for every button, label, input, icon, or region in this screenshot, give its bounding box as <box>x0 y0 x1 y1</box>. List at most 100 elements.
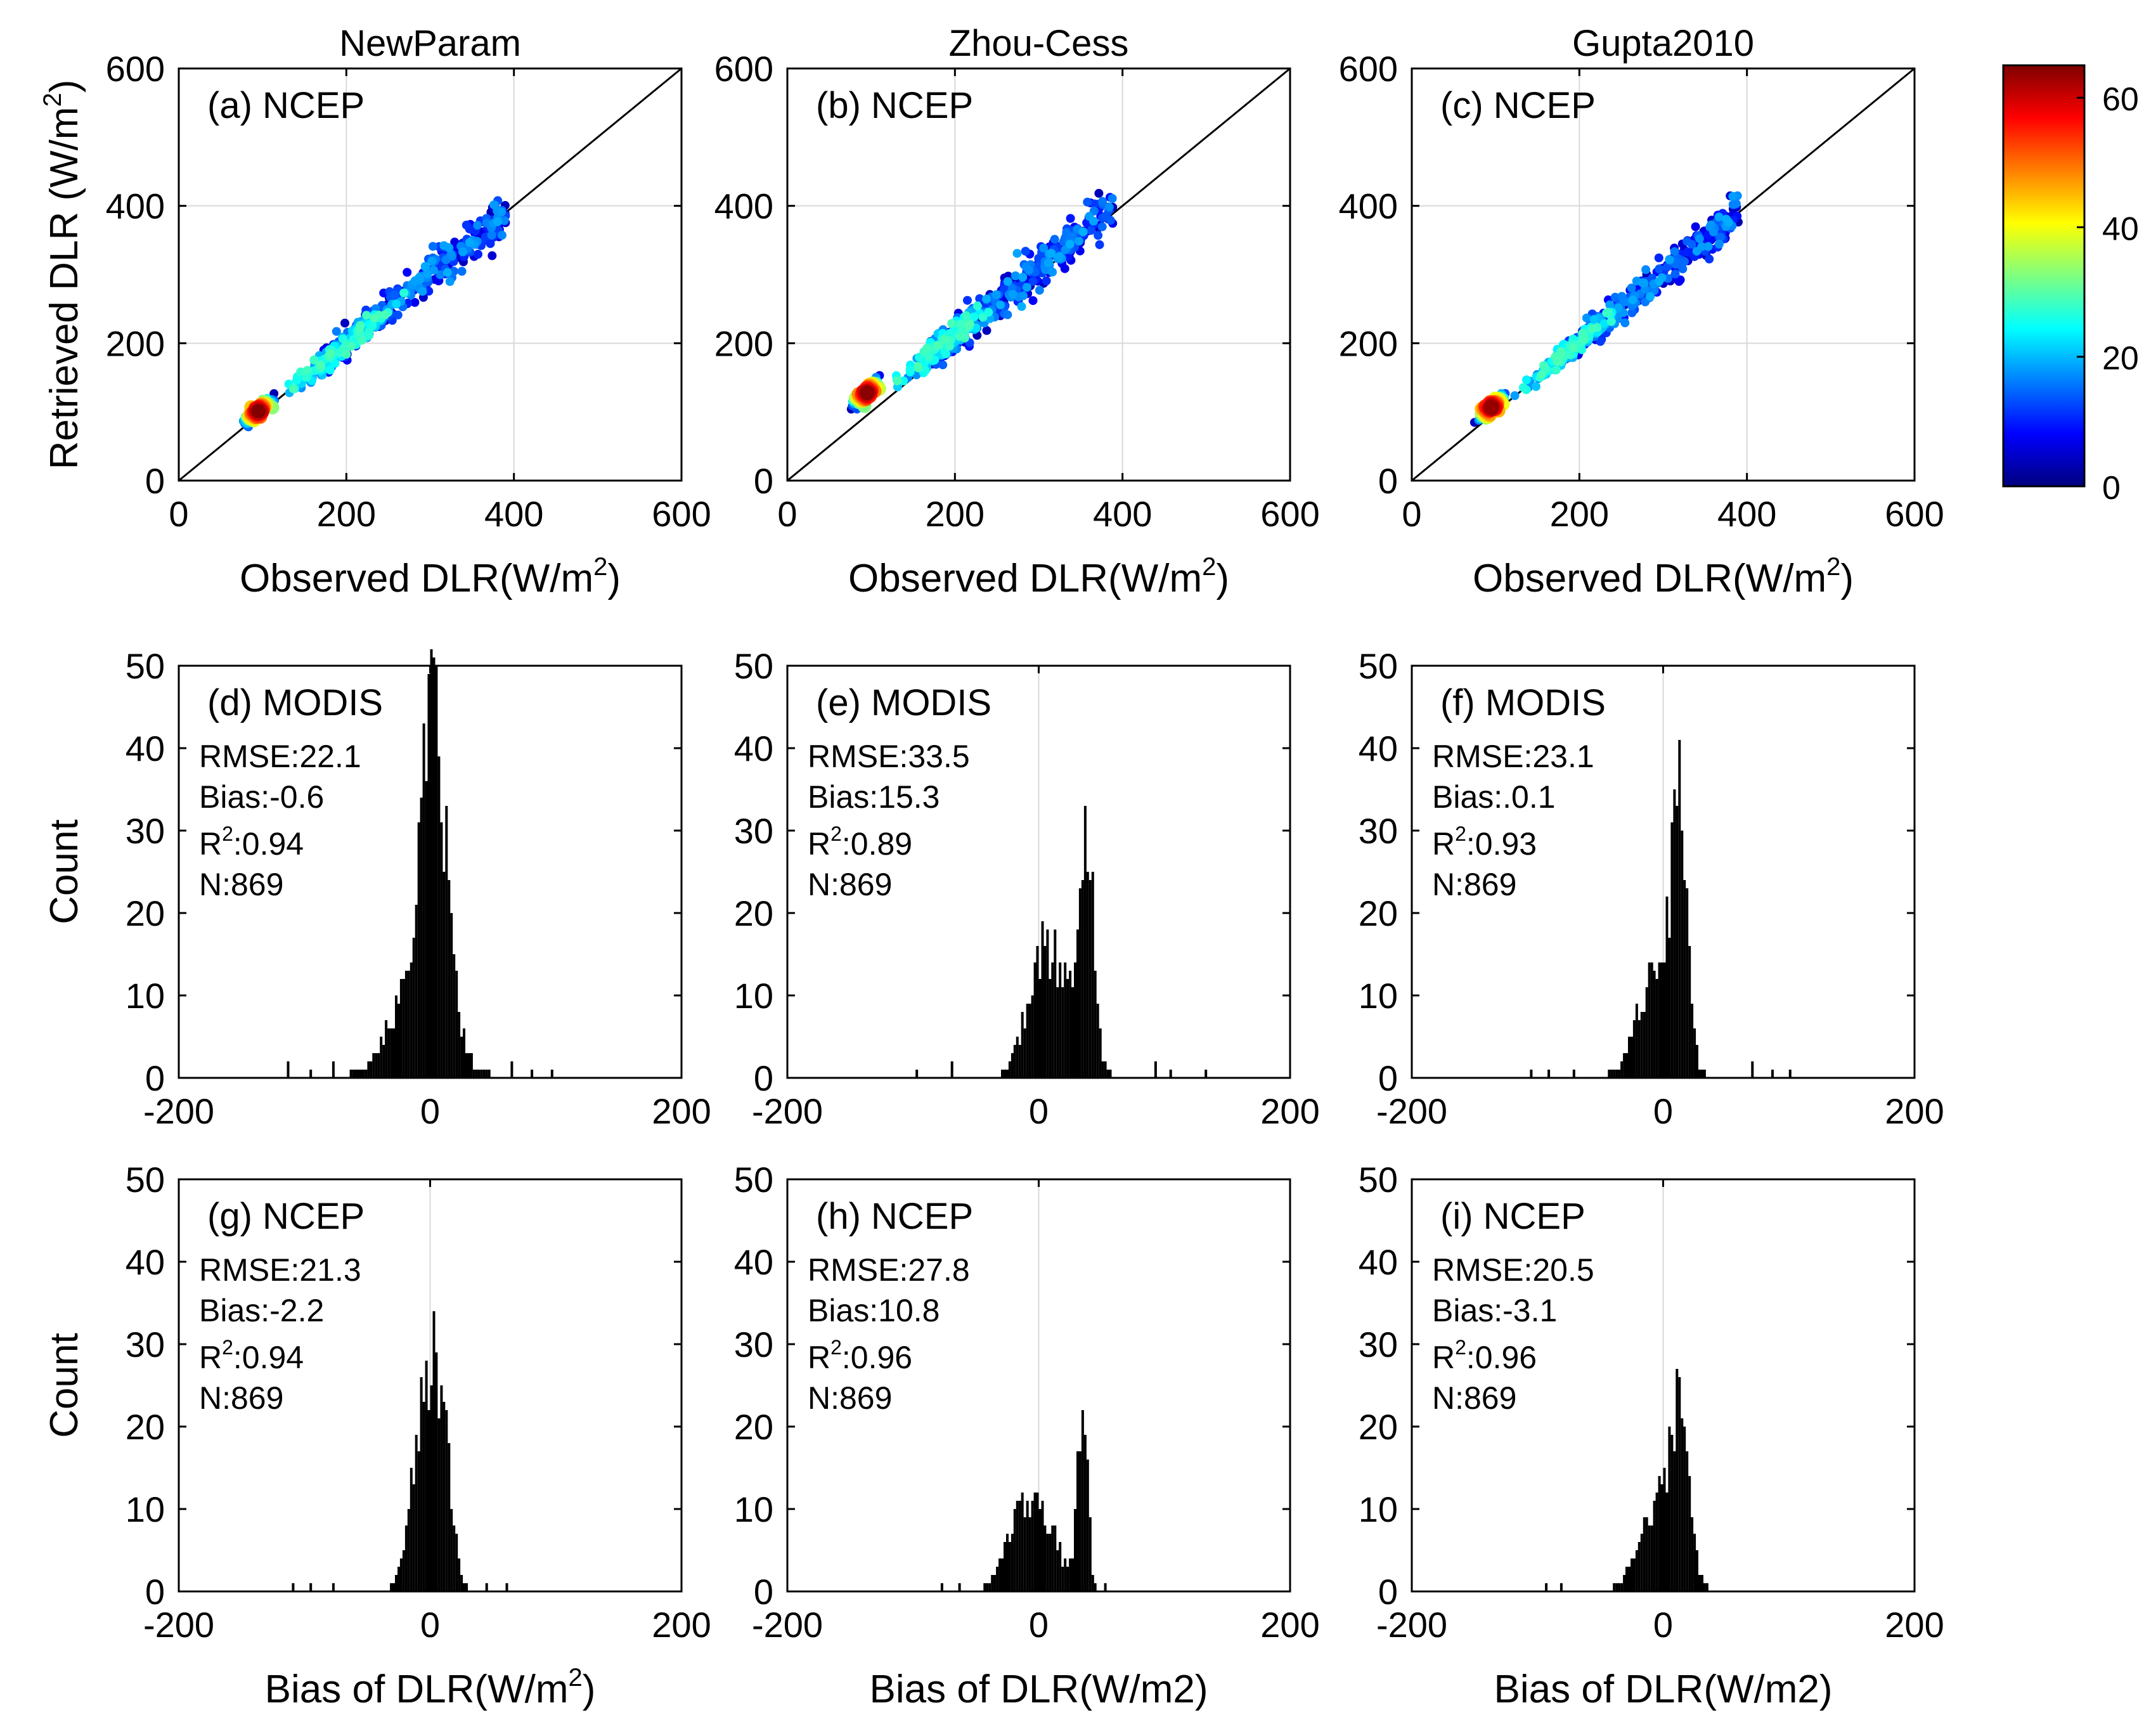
colorbar-tick-label: 60 <box>2102 81 2139 118</box>
scatter-point <box>1055 252 1064 261</box>
histogram-bar <box>1006 1534 1009 1591</box>
histogram-bar <box>450 913 453 1078</box>
histogram-bar <box>425 781 428 1078</box>
scatter-point <box>1582 313 1591 323</box>
histogram-bar <box>531 1070 534 1078</box>
x-tick-label: 0 <box>169 494 188 534</box>
scatter-point <box>1028 276 1038 286</box>
histogram-bar <box>415 1435 418 1591</box>
histogram-bar <box>1081 880 1084 1078</box>
scatter-point <box>1568 343 1578 353</box>
scatter-point <box>1022 283 1031 292</box>
scatter-point <box>1641 265 1651 275</box>
histogram-bar <box>550 1070 553 1078</box>
histogram-bar <box>1660 1484 1663 1591</box>
histogram-bar <box>1054 1525 1057 1591</box>
scatter-point <box>1678 264 1688 274</box>
histogram-bar <box>445 1410 448 1591</box>
y-tick-label: 50 <box>126 1160 165 1200</box>
histogram-bar <box>1066 979 1069 1078</box>
histogram-bar <box>437 756 441 1078</box>
scatter-point <box>914 361 923 371</box>
scatter-point <box>428 242 437 251</box>
scatter-point <box>1083 197 1092 207</box>
scatter-point <box>1090 199 1099 209</box>
y-tick-label: 40 <box>734 729 773 768</box>
histogram-bar <box>1643 1012 1646 1078</box>
x-axis-label: Observed DLR(W/m2) <box>1473 553 1854 600</box>
scatter-point <box>1605 300 1615 309</box>
histogram-bar <box>1033 1493 1036 1591</box>
y-tick-label: 400 <box>714 186 773 226</box>
scatter-point <box>1003 310 1012 320</box>
histogram-bar <box>1074 962 1076 1078</box>
y-axis-label: Count <box>42 819 86 924</box>
scatter-point <box>1687 240 1696 249</box>
panel-label: (d) MODIS <box>207 682 383 723</box>
histogram-bar <box>460 1575 463 1591</box>
histogram-bar <box>1655 979 1658 1078</box>
histogram-bar <box>485 1070 488 1078</box>
histogram-bar <box>1004 1542 1006 1591</box>
histogram-bar <box>1653 971 1656 1078</box>
histogram-bar <box>1013 1509 1016 1591</box>
histogram-bar <box>440 1385 443 1591</box>
histogram-bar <box>1688 1476 1691 1591</box>
scatter-point <box>1620 318 1630 328</box>
histogram-bar <box>370 1061 373 1078</box>
histogram-bar <box>432 1311 436 1591</box>
histogram-bar <box>455 971 458 1078</box>
histogram-bar <box>1088 880 1092 1078</box>
histogram-bar <box>1703 1070 1706 1078</box>
histogram-bar <box>1031 995 1034 1078</box>
scatter-point <box>302 366 312 375</box>
histogram-bar <box>1078 888 1082 1078</box>
histogram-bar <box>1059 1542 1062 1591</box>
scatter-point <box>462 221 471 230</box>
scatter-point <box>1048 268 1057 277</box>
scatter-point <box>1670 247 1679 256</box>
histogram-bar <box>1061 1567 1064 1591</box>
histogram-bar <box>1064 1558 1067 1591</box>
stat-text: Bias:.0.1 <box>1432 779 1556 815</box>
histogram-bar <box>435 666 438 1078</box>
colorbar-strip <box>2003 65 2084 486</box>
y-tick-label: 200 <box>1339 323 1398 363</box>
scatter-point <box>1108 194 1117 203</box>
histogram-bar <box>397 1004 400 1078</box>
histogram-bar <box>1094 1583 1097 1591</box>
histogram-bar <box>1530 1070 1533 1078</box>
histogram-bar <box>448 1443 451 1591</box>
scatter-point <box>1097 222 1107 231</box>
histogram-bar <box>470 1053 473 1078</box>
scatter-point <box>355 323 365 333</box>
scatter-point <box>465 238 474 247</box>
scatter-point <box>938 360 948 370</box>
scatter-point <box>296 367 306 377</box>
histogram-bar <box>998 1558 1002 1591</box>
y-tick-label: 0 <box>754 1572 773 1612</box>
scatter-point <box>486 239 495 249</box>
scatter-point <box>326 349 335 358</box>
stat-text: RMSE:21.3 <box>199 1252 361 1288</box>
histogram-bar <box>1673 789 1676 1078</box>
scatter-point <box>1602 308 1611 318</box>
histogram-bar <box>367 1061 370 1078</box>
stat-n: N:869 <box>808 867 892 902</box>
y-tick-label: 200 <box>106 323 165 363</box>
histogram-bar <box>349 1070 352 1078</box>
histogram-bar <box>397 1567 400 1591</box>
scatter-point <box>1646 292 1655 301</box>
histogram-bar <box>1683 1427 1686 1591</box>
histogram-bar <box>1660 962 1663 1078</box>
panel-a: 0 200 400 600 0 200 400 600 NewParam (a) NCEP Obse… <box>39 23 711 600</box>
scatter-point <box>1531 382 1540 391</box>
y-tick-label: 10 <box>734 976 773 1016</box>
x-axis-label: Observed DLR(W/m2) <box>240 553 621 600</box>
colorbar-tick-label: 20 <box>2102 340 2139 377</box>
histogram-bar <box>453 1525 456 1591</box>
histogram-bar <box>1650 962 1653 1078</box>
histogram-bar <box>1670 1435 1674 1591</box>
x-tick-label: 400 <box>1093 494 1152 534</box>
